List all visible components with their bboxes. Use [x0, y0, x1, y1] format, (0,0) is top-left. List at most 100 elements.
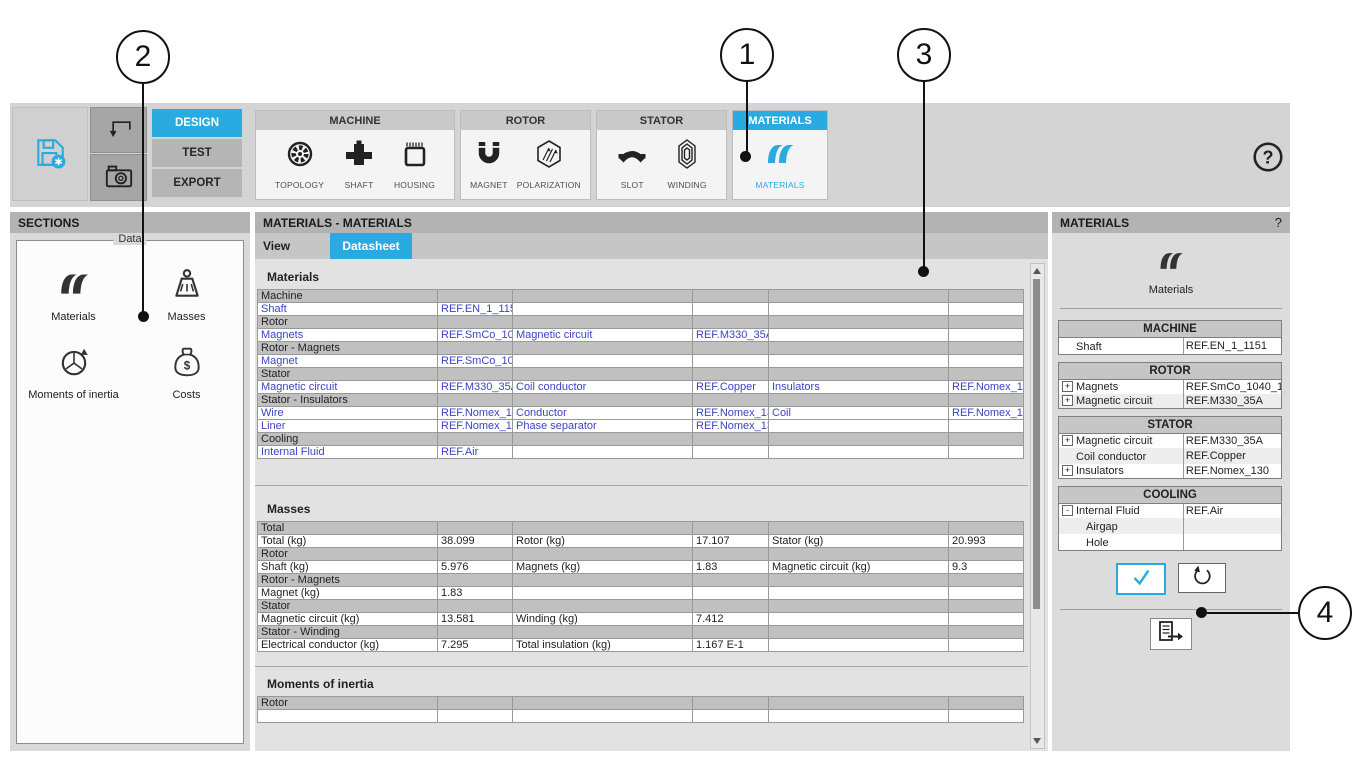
cell[interactable]: Magnet	[258, 355, 438, 368]
toolbar-item-slot[interactable]: SLOT	[616, 138, 648, 190]
toolbar-item-materials[interactable]: MATERIALS	[755, 138, 804, 190]
cell[interactable]	[949, 316, 1024, 329]
expand-toggle[interactable]: +	[1062, 435, 1073, 446]
cell[interactable]	[513, 394, 693, 407]
expand-toggle[interactable]	[1062, 448, 1073, 459]
material-value[interactable]: REF.Copper	[1183, 448, 1281, 464]
cell[interactable]: Liner	[258, 420, 438, 433]
cell[interactable]: REF.Nomex_130	[949, 407, 1024, 420]
cell[interactable]	[769, 368, 949, 381]
cell[interactable]: Stator	[258, 368, 438, 381]
scrollbar-thumb[interactable]	[1033, 279, 1040, 609]
export-report-button[interactable]	[1150, 618, 1192, 650]
expand-toggle[interactable]: +	[1062, 381, 1073, 392]
tab-export[interactable]: EXPORT	[152, 169, 242, 197]
tab-datasheet[interactable]: Datasheet	[330, 233, 412, 259]
cell[interactable]	[513, 446, 693, 459]
cell[interactable]	[513, 368, 693, 381]
cell[interactable]: REF.M330_35A	[438, 381, 513, 394]
cell[interactable]	[769, 420, 949, 433]
cell[interactable]	[438, 316, 513, 329]
cell[interactable]: Coil conductor	[513, 381, 693, 394]
material-row[interactable]: -Internal Fluid REF.Air	[1059, 504, 1281, 518]
toolbar-item-topology[interactable]: TOPOLOGY	[275, 138, 324, 190]
cell[interactable]	[949, 368, 1024, 381]
material-row[interactable]: +Insulators REF.Nomex_130	[1059, 464, 1281, 478]
cell[interactable]	[513, 316, 693, 329]
cell[interactable]: Magnetic circuit	[258, 381, 438, 394]
cell[interactable]	[693, 433, 769, 446]
main-scrollbar[interactable]	[1030, 263, 1045, 749]
cell[interactable]	[513, 355, 693, 368]
import-button[interactable]	[90, 107, 147, 153]
material-value[interactable]: REF.SmCo_1040_1800	[1183, 380, 1281, 394]
expand-toggle[interactable]: -	[1062, 505, 1073, 516]
material-value[interactable]: REF.M330_35A	[1183, 434, 1281, 448]
cell[interactable]	[769, 290, 949, 303]
tab-view[interactable]: View	[263, 233, 290, 259]
expand-toggle[interactable]	[1062, 338, 1073, 349]
scroll-down-arrow[interactable]	[1033, 738, 1041, 744]
cell[interactable]	[949, 394, 1024, 407]
cell[interactable]: Machine	[258, 290, 438, 303]
cell[interactable]	[693, 316, 769, 329]
cell[interactable]	[769, 342, 949, 355]
tab-test[interactable]: TEST	[152, 139, 242, 167]
cell[interactable]: REF.Air	[438, 446, 513, 459]
help-button[interactable]: ?	[1250, 141, 1286, 177]
cell[interactable]: REF.Nomex_130	[949, 381, 1024, 394]
toolbar-item-shaft[interactable]: SHAFT	[343, 138, 375, 190]
expand-toggle[interactable]: +	[1062, 465, 1073, 476]
cell[interactable]: Phase separator	[513, 420, 693, 433]
cell[interactable]	[769, 446, 949, 459]
cell[interactable]: REF.Nomex_130	[693, 420, 769, 433]
toolbar-item-polarization[interactable]: POLARIZATION	[517, 138, 581, 190]
cell[interactable]	[438, 433, 513, 446]
cell[interactable]: Shaft	[258, 303, 438, 316]
cell[interactable]: REF.Nomex_130	[438, 420, 513, 433]
scroll-up-arrow[interactable]	[1033, 268, 1041, 274]
cell[interactable]: Cooling	[258, 433, 438, 446]
cell[interactable]	[513, 303, 693, 316]
tab-design[interactable]: DESIGN	[152, 109, 242, 137]
section-item-costs[interactable]: $ Costs	[130, 345, 243, 401]
cell[interactable]: Magnetic circuit	[513, 329, 693, 342]
cell[interactable]: REF.Copper	[693, 381, 769, 394]
save-button[interactable]	[12, 107, 88, 201]
cell[interactable]: Rotor - Magnets	[258, 342, 438, 355]
cell[interactable]	[693, 446, 769, 459]
material-row[interactable]: +Magnetic circuit REF.M330_35A	[1059, 434, 1281, 448]
cell[interactable]	[513, 342, 693, 355]
toolbar-item-housing[interactable]: HOUSING	[394, 138, 435, 190]
cell[interactable]	[693, 303, 769, 316]
cell[interactable]: REF.Nomex_130	[693, 407, 769, 420]
section-item-materials[interactable]: Materials	[17, 267, 130, 323]
cell[interactable]	[949, 290, 1024, 303]
section-item-moments-of-inertia[interactable]: Moments of inertia	[17, 345, 130, 401]
cell[interactable]: Internal Fluid	[258, 446, 438, 459]
cell[interactable]	[438, 394, 513, 407]
cell[interactable]: Stator - Insulators	[258, 394, 438, 407]
panel-help-button[interactable]: ?	[1275, 215, 1282, 230]
cell[interactable]: Coil	[769, 407, 949, 420]
cell[interactable]	[438, 368, 513, 381]
material-value[interactable]: REF.Air	[1183, 504, 1281, 518]
cell[interactable]	[949, 433, 1024, 446]
toolbar-item-winding[interactable]: WINDING	[668, 138, 707, 190]
apply-button[interactable]	[1116, 563, 1166, 595]
cell[interactable]: Conductor	[513, 407, 693, 420]
cell[interactable]	[769, 329, 949, 342]
cell[interactable]: Rotor	[258, 316, 438, 329]
cell[interactable]	[769, 433, 949, 446]
cell[interactable]	[693, 290, 769, 303]
cell[interactable]: REF.SmCo_10...	[438, 329, 513, 342]
cell[interactable]: Insulators	[769, 381, 949, 394]
snapshot-button[interactable]	[90, 154, 147, 201]
cell[interactable]	[693, 355, 769, 368]
cell[interactable]: REF.EN_1_1151	[438, 303, 513, 316]
cell[interactable]	[438, 342, 513, 355]
expand-toggle[interactable]	[1062, 518, 1073, 529]
cell[interactable]	[513, 290, 693, 303]
cell[interactable]	[949, 446, 1024, 459]
cell[interactable]: REF.SmCo_10...	[438, 355, 513, 368]
